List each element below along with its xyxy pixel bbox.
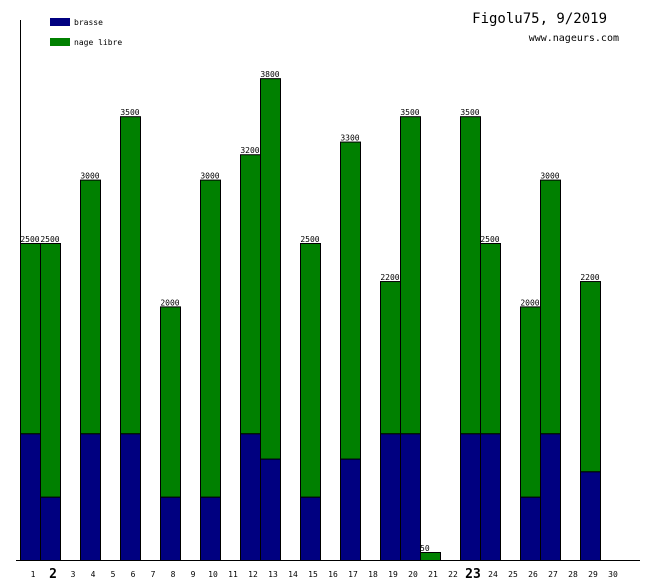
- bar-nage-libre-day-15: [300, 243, 321, 498]
- total-label-day-23: 3500: [460, 108, 479, 117]
- bar-nage-libre-day-24: [480, 243, 501, 435]
- x-tick-label-day-17: 17: [348, 570, 358, 579]
- total-label-day-17: 3300: [340, 134, 359, 143]
- x-tick-label-day-13: 13: [268, 570, 278, 579]
- bar-brasse-day-13: [260, 458, 281, 561]
- x-tick-label-day-10: 10: [208, 570, 218, 579]
- x-tick-label-day-20: 20: [408, 570, 418, 579]
- total-label-day-15: 2500: [300, 235, 319, 244]
- bar-brasse-day-24: [480, 433, 501, 562]
- x-tick-label-day-4: 4: [91, 570, 96, 579]
- x-tick-label-day-18: 18: [368, 570, 378, 579]
- bar-nage-libre-day-21: [420, 552, 441, 561]
- x-tick-label-day-9: 9: [191, 570, 196, 579]
- x-tick-label-day-15: 15: [308, 570, 318, 579]
- x-tick-label-day-11: 11: [228, 570, 238, 579]
- total-label-day-19: 2200: [380, 273, 399, 282]
- legend-label-nage-libre: nage libre: [74, 38, 122, 47]
- bar-nage-libre-day-12: [240, 154, 261, 435]
- bar-brasse-day-17: [340, 458, 361, 561]
- x-tick-label-day-22: 22: [448, 570, 458, 579]
- bar-brasse-day-29: [580, 471, 601, 561]
- bar-brasse-day-6: [120, 433, 141, 562]
- bar-nage-libre-day-17: [340, 141, 361, 460]
- total-label-day-21: 50: [420, 544, 430, 553]
- x-tick-label-day-19: 19: [388, 570, 398, 579]
- bar-nage-libre-day-23: [460, 116, 481, 435]
- x-tick-label-day-1: 1: [31, 570, 36, 579]
- bar-brasse-day-20: [400, 433, 421, 562]
- x-tick-label-day-12: 12: [248, 570, 258, 579]
- x-tick-label-day-3: 3: [71, 570, 76, 579]
- bar-brasse-day-23: [460, 433, 481, 562]
- total-label-day-4: 3000: [80, 172, 99, 181]
- total-label-day-20: 3500: [400, 108, 419, 117]
- legend-swatch-nage-libre: [50, 38, 70, 46]
- x-tick-label-day-8: 8: [171, 570, 176, 579]
- bar-nage-libre-day-2: [40, 243, 61, 498]
- bar-brasse-day-15: [300, 496, 321, 562]
- total-label-day-1: 2500: [20, 235, 39, 244]
- x-tick-label-day-14: 14: [288, 570, 298, 579]
- bar-nage-libre-day-19: [380, 281, 401, 435]
- x-tick-label-day-23: 23: [465, 567, 481, 580]
- x-tick-label-day-6: 6: [131, 570, 136, 579]
- x-tick-label-day-26: 26: [528, 570, 538, 579]
- bar-nage-libre-day-27: [540, 179, 561, 435]
- bar-nage-libre-day-8: [160, 306, 181, 498]
- x-tick-label-day-30: 30: [608, 570, 618, 579]
- legend-swatch-brasse: [50, 18, 70, 26]
- x-tick-label-day-2: 2: [49, 567, 57, 580]
- bar-brasse-day-26: [520, 496, 541, 562]
- bar-brasse-day-19: [380, 433, 401, 562]
- x-tick-label-day-25: 25: [508, 570, 518, 579]
- x-tick-label-day-27: 27: [548, 570, 558, 579]
- bar-nage-libre-day-4: [80, 179, 101, 435]
- bar-nage-libre-day-10: [200, 179, 221, 498]
- total-label-day-13: 3800: [260, 70, 279, 79]
- legend-label-brasse: brasse: [74, 18, 103, 27]
- x-tick-label-day-16: 16: [328, 570, 338, 579]
- total-label-day-26: 2000: [520, 298, 539, 307]
- bar-nage-libre-day-1: [20, 243, 41, 435]
- total-label-day-12: 3200: [240, 146, 259, 155]
- bar-brasse-day-10: [200, 496, 221, 562]
- bar-nage-libre-day-20: [400, 116, 421, 435]
- x-tick-label-day-5: 5: [111, 570, 116, 579]
- chart-subtitle: www.nageurs.com: [529, 33, 619, 44]
- bar-brasse-day-4: [80, 433, 101, 562]
- bar-brasse-day-1: [20, 433, 41, 562]
- bar-nage-libre-day-6: [120, 116, 141, 435]
- chart-title: Figolu75, 9/2019: [472, 11, 607, 27]
- x-tick-label-day-7: 7: [151, 570, 156, 579]
- total-label-day-6: 3500: [120, 108, 139, 117]
- bar-brasse-day-2: [40, 496, 61, 562]
- bar-brasse-day-27: [540, 433, 561, 562]
- total-label-day-27: 3000: [540, 172, 559, 181]
- total-label-day-24: 2500: [480, 235, 499, 244]
- bar-brasse-day-12: [240, 433, 261, 562]
- x-tick-label-day-28: 28: [568, 570, 578, 579]
- bar-brasse-day-8: [160, 496, 181, 562]
- x-tick-label-day-21: 21: [428, 570, 438, 579]
- bar-nage-libre-day-29: [580, 281, 601, 473]
- total-label-day-10: 3000: [200, 172, 219, 181]
- bar-nage-libre-day-26: [520, 306, 541, 498]
- total-label-day-29: 2200: [580, 273, 599, 282]
- x-tick-label-day-24: 24: [488, 570, 498, 579]
- total-label-day-8: 2000: [160, 298, 179, 307]
- total-label-day-2: 2500: [40, 235, 59, 244]
- x-tick-label-day-29: 29: [588, 570, 598, 579]
- bar-nage-libre-day-13: [260, 78, 281, 460]
